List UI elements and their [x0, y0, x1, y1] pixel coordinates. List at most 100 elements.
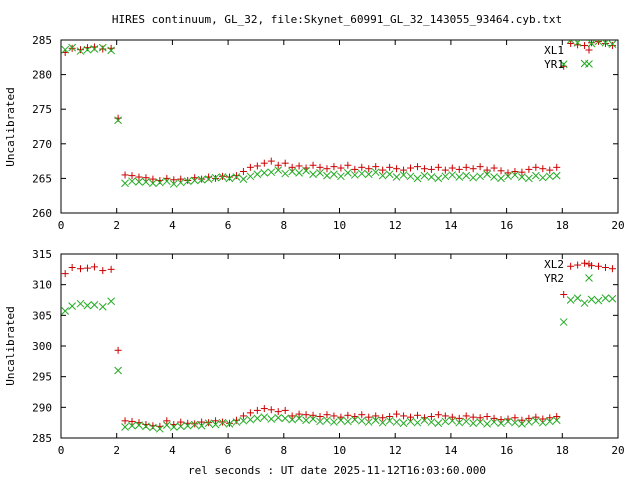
- data-point-xl2: [483, 413, 491, 421]
- x-tick-label: 8: [280, 219, 287, 232]
- data-point-xl2: [90, 263, 98, 271]
- data-point-yr2: [232, 418, 241, 426]
- data-point-xl2: [114, 346, 122, 354]
- data-point-yr2: [545, 417, 554, 426]
- data-point-xl1: [253, 162, 261, 170]
- data-point-xl2: [337, 413, 345, 421]
- data-point-xl1: [427, 165, 435, 173]
- x-tick-label: 20: [611, 444, 624, 457]
- data-point-yr1: [531, 171, 540, 180]
- data-point-xl1: [504, 169, 512, 177]
- data-point-yr1: [76, 47, 85, 55]
- data-point-yr1: [218, 173, 227, 181]
- data-point-xl1: [386, 163, 394, 171]
- data-point-xl2: [490, 414, 498, 422]
- data-point-xl1: [177, 175, 185, 183]
- data-point-yr1: [573, 40, 582, 47]
- data-point-xl1: [434, 163, 442, 171]
- data-point-yr2: [469, 419, 478, 428]
- data-point-yr1: [371, 168, 380, 177]
- data-point-yr1: [497, 174, 505, 183]
- data-point-yr1: [566, 40, 575, 44]
- data-point-yr2: [239, 416, 248, 425]
- data-point-xl2: [379, 414, 387, 422]
- data-point-xl1: [316, 163, 324, 171]
- data-point-yr1: [190, 176, 199, 185]
- data-point-yr2: [538, 418, 547, 427]
- data-point-xl1: [309, 161, 317, 169]
- top-panel: 0 2 4 6 8 10 12 14 16 18 20 260 265 270 275 280 285 Uncal…: [4, 34, 625, 232]
- data-point-xl2: [351, 413, 359, 421]
- data-point-yr1: [267, 168, 276, 177]
- data-point-yr2: [511, 418, 519, 427]
- data-point-yr2: [204, 419, 213, 428]
- data-point-xl1: [121, 171, 129, 179]
- data-point-xl2: [372, 412, 380, 420]
- data-point-xl1: [511, 167, 519, 175]
- data-point-yr2: [90, 301, 99, 309]
- data-point-xl1: [441, 166, 449, 174]
- data-point-yr2: [490, 418, 498, 426]
- data-point-xl1: [260, 159, 268, 167]
- data-point-yr1: [239, 175, 248, 183]
- data-point-xl2: [330, 412, 338, 420]
- x-tick-label: 2: [113, 219, 120, 232]
- data-point-xl1: [581, 42, 589, 50]
- data-point-yr2: [427, 418, 436, 426]
- data-point-xl1: [413, 163, 421, 171]
- data-point-xl1: [99, 45, 107, 53]
- x-axis-label: rel seconds : UT date 2025-11-12T16:03:6…: [188, 464, 486, 477]
- data-point-yr1: [142, 178, 150, 186]
- data-point-yr1: [323, 171, 331, 180]
- data-point-yr1: [211, 173, 220, 182]
- data-point-yr2: [169, 423, 178, 431]
- data-point-xl1: [407, 164, 415, 172]
- data-point-yr1: [225, 174, 234, 183]
- data-point-xl2: [525, 414, 533, 422]
- data-point-yr1: [594, 40, 603, 46]
- data-point-xl2: [76, 265, 84, 273]
- data-point-yr1: [121, 179, 129, 188]
- data-point-yr2: [476, 418, 484, 426]
- y-axis-label: Uncalibrated: [4, 306, 17, 385]
- data-point-yr1: [68, 43, 76, 52]
- data-point-yr1: [552, 171, 561, 180]
- data-point-xl1: [518, 168, 526, 176]
- data-point-yr1: [448, 171, 457, 179]
- data-point-yr2: [357, 416, 366, 425]
- data-point-xl2: [407, 413, 415, 421]
- data-point-yr1: [83, 45, 92, 54]
- data-point-yr2: [371, 416, 380, 425]
- data-point-xl2: [595, 262, 603, 270]
- legend-label-xl2: XL2: [544, 258, 564, 271]
- data-point-xl2: [128, 417, 136, 425]
- data-point-yr2: [288, 415, 297, 424]
- data-point-yr1: [316, 169, 324, 177]
- x-tick-label: 14: [444, 444, 458, 457]
- data-point-xl1: [323, 165, 331, 173]
- data-point-yr1: [399, 171, 408, 179]
- data-point-yr2: [350, 415, 359, 424]
- data-point-yr2: [608, 294, 617, 303]
- data-point-yr2: [190, 420, 199, 429]
- y-tick-label: 305: [32, 309, 52, 322]
- data-point-xl2: [163, 417, 171, 425]
- data-point-yr2: [392, 418, 401, 426]
- data-point-yr1: [169, 180, 178, 188]
- data-point-xl2: [469, 413, 477, 421]
- legend-marker-yr1: [585, 60, 593, 68]
- data-point-yr2: [580, 299, 589, 307]
- data-point-xl1: [379, 166, 387, 174]
- data-point-yr2: [295, 414, 303, 423]
- data-point-xl1: [553, 163, 561, 171]
- data-point-yr2: [225, 420, 234, 428]
- x-tick-label: 0: [58, 444, 65, 457]
- data-point-yr2: [378, 418, 387, 427]
- data-point-yr2: [462, 417, 471, 426]
- data-point-xl1: [372, 163, 380, 171]
- data-point-xl2: [253, 406, 261, 414]
- data-point-yr2: [61, 307, 70, 315]
- data-point-yr1: [608, 40, 617, 49]
- data-point-xl2: [239, 412, 247, 420]
- data-point-yr2: [399, 419, 408, 428]
